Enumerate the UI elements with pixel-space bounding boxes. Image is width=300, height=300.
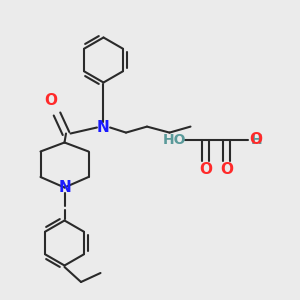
Text: O: O	[220, 162, 233, 177]
Text: O: O	[249, 132, 262, 147]
Text: O: O	[199, 162, 212, 177]
Text: HO: HO	[162, 133, 186, 146]
Text: N: N	[97, 120, 110, 135]
Text: O: O	[44, 93, 58, 108]
Text: N: N	[58, 180, 71, 195]
Text: H: H	[251, 133, 262, 146]
